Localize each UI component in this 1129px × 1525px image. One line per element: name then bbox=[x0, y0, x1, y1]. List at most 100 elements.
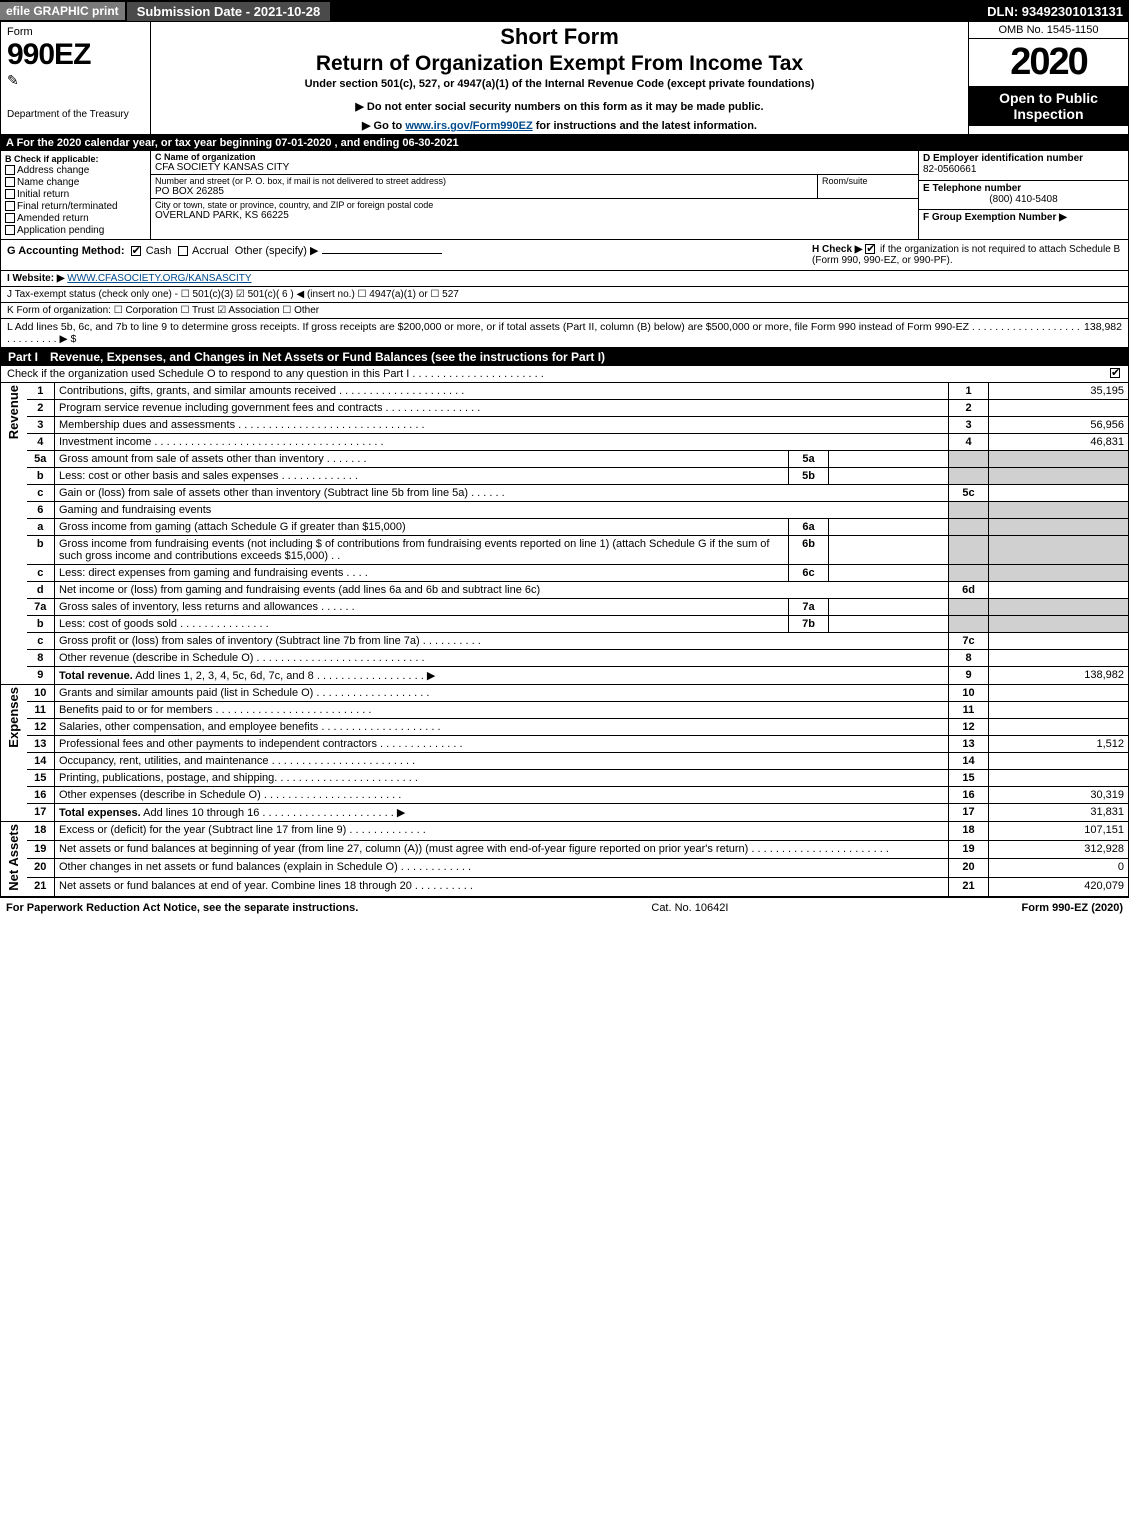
line-desc: Printing, publications, postage, and shi… bbox=[55, 770, 949, 787]
col-num-grey bbox=[949, 519, 989, 536]
line-row: 7aGross sales of inventory, less returns… bbox=[1, 599, 1129, 616]
row-k-org-form: K Form of organization: ☐ Corporation ☐ … bbox=[0, 303, 1129, 319]
subline-num: 7b bbox=[789, 616, 829, 633]
line-number: 17 bbox=[27, 804, 55, 822]
col-val bbox=[989, 582, 1129, 599]
line-desc: Gross income from fundraising events (no… bbox=[55, 536, 789, 565]
col-num: 20 bbox=[949, 859, 989, 878]
line-number: 12 bbox=[27, 719, 55, 736]
line-row: cLess: direct expenses from gaming and f… bbox=[1, 565, 1129, 582]
goto-suffix: for instructions and the latest informat… bbox=[533, 120, 757, 132]
line-number: 7a bbox=[27, 599, 55, 616]
city-state-zip: OVERLAND PARK, KS 66225 bbox=[155, 210, 914, 221]
col-val-grey bbox=[989, 599, 1129, 616]
omb-number: OMB No. 1545-1150 bbox=[969, 22, 1128, 39]
line-row: Net Assets18Excess or (deficit) for the … bbox=[1, 822, 1129, 840]
goto-prefix: ▶ Go to bbox=[362, 120, 405, 132]
chk-cash[interactable] bbox=[131, 246, 141, 256]
line-row: 21Net assets or fund balances at end of … bbox=[1, 878, 1129, 897]
form-subtitle-3: ▶ Go to www.irs.gov/Form990EZ for instru… bbox=[362, 119, 757, 132]
subline-val bbox=[829, 468, 949, 485]
chk-application-pending[interactable] bbox=[5, 225, 15, 235]
col-num: 15 bbox=[949, 770, 989, 787]
col-val: 35,195 bbox=[989, 383, 1129, 400]
acct-method-label: G Accounting Method: bbox=[7, 245, 125, 257]
website-label: I Website: ▶ bbox=[7, 273, 65, 284]
line-desc: Total revenue. Add lines 1, 2, 3, 4, 5c,… bbox=[55, 667, 949, 685]
opt-initial-return: Initial return bbox=[17, 189, 69, 200]
line-row: 19Net assets or fund balances at beginni… bbox=[1, 840, 1129, 859]
row-a-tax-year: A For the 2020 calendar year, or tax yea… bbox=[0, 135, 1129, 151]
row-gh: G Accounting Method: Cash Accrual Other … bbox=[0, 240, 1129, 271]
box-def: D Employer identification number 82-0560… bbox=[918, 151, 1128, 239]
line-row: cGross profit or (loss) from sales of in… bbox=[1, 633, 1129, 650]
line-number: 3 bbox=[27, 417, 55, 434]
col-val: 107,151 bbox=[989, 822, 1129, 840]
subline-num: 5a bbox=[789, 451, 829, 468]
footer-form-ref: Form 990-EZ (2020) bbox=[1022, 902, 1123, 914]
col-num: 17 bbox=[949, 804, 989, 822]
chk-final-return[interactable] bbox=[5, 201, 15, 211]
line-number: 20 bbox=[27, 859, 55, 878]
col-val: 46,831 bbox=[989, 434, 1129, 451]
street-address: PO BOX 26285 bbox=[155, 186, 813, 197]
opt-amended-return: Amended return bbox=[17, 213, 89, 224]
col-num-grey bbox=[949, 565, 989, 582]
line-row: 4Investment income . . . . . . . . . . .… bbox=[1, 434, 1129, 451]
col-val: 312,928 bbox=[989, 840, 1129, 859]
line-desc: Gaming and fundraising events bbox=[55, 502, 949, 519]
col-val bbox=[989, 770, 1129, 787]
col-num: 8 bbox=[949, 650, 989, 667]
line-number: b bbox=[27, 616, 55, 633]
line-row: bLess: cost of goods sold . . . . . . . … bbox=[1, 616, 1129, 633]
form-title: Return of Organization Exempt From Incom… bbox=[316, 52, 803, 76]
h-label: H Check ▶ bbox=[812, 244, 862, 255]
box-c: C Name of organization CFA SOCIETY KANSA… bbox=[151, 151, 918, 239]
col-val-grey bbox=[989, 468, 1129, 485]
chk-name-change[interactable] bbox=[5, 177, 15, 187]
short-form-label: Short Form bbox=[500, 24, 619, 50]
opt-other: Other (specify) ▶ bbox=[235, 245, 319, 257]
line-number: 16 bbox=[27, 787, 55, 804]
col-val-grey bbox=[989, 565, 1129, 582]
line-desc: Gain or (loss) from sale of assets other… bbox=[55, 485, 949, 502]
subline-num: 5b bbox=[789, 468, 829, 485]
subline-num: 6a bbox=[789, 519, 829, 536]
chk-initial-return[interactable] bbox=[5, 189, 15, 199]
subline-num: 6b bbox=[789, 536, 829, 565]
net-assets-table: Net Assets18Excess or (deficit) for the … bbox=[0, 822, 1129, 897]
chk-amended-return[interactable] bbox=[5, 213, 15, 223]
line-row: 3Membership dues and assessments . . . .… bbox=[1, 417, 1129, 434]
col-num: 18 bbox=[949, 822, 989, 840]
chk-schedule-o[interactable] bbox=[1110, 368, 1120, 378]
line-number: a bbox=[27, 519, 55, 536]
chk-schedule-b[interactable] bbox=[865, 244, 875, 254]
row-l-value: 138,982 bbox=[1084, 321, 1122, 345]
line-desc: Salaries, other compensation, and employ… bbox=[55, 719, 949, 736]
line-row: 20Other changes in net assets or fund ba… bbox=[1, 859, 1129, 878]
chk-address-change[interactable] bbox=[5, 165, 15, 175]
col-num: 11 bbox=[949, 702, 989, 719]
subline-num: 6c bbox=[789, 565, 829, 582]
chk-accrual[interactable] bbox=[178, 246, 188, 256]
efile-label[interactable]: efile GRAPHIC print bbox=[0, 2, 125, 20]
col-val: 0 bbox=[989, 859, 1129, 878]
col-num: 1 bbox=[949, 383, 989, 400]
line-desc: Grants and similar amounts paid (list in… bbox=[55, 685, 949, 702]
line-number: 21 bbox=[27, 878, 55, 897]
department: Department of the Treasury bbox=[7, 109, 144, 120]
opt-cash: Cash bbox=[146, 245, 172, 257]
irs-link[interactable]: www.irs.gov/Form990EZ bbox=[405, 120, 532, 132]
col-val: 138,982 bbox=[989, 667, 1129, 685]
col-val: 56,956 bbox=[989, 417, 1129, 434]
form-subtitle-2: ▶ Do not enter social security numbers o… bbox=[355, 100, 763, 113]
line-row: 5aGross amount from sale of assets other… bbox=[1, 451, 1129, 468]
line-number: c bbox=[27, 485, 55, 502]
subline-val bbox=[829, 599, 949, 616]
line-row: bLess: cost or other basis and sales exp… bbox=[1, 468, 1129, 485]
col-val-grey bbox=[989, 536, 1129, 565]
line-desc: Gross profit or (loss) from sales of inv… bbox=[55, 633, 949, 650]
line-number: 6 bbox=[27, 502, 55, 519]
website-link[interactable]: WWW.CFASOCIETY.ORG/KANSASCITY bbox=[67, 273, 251, 284]
footer-cat-no: Cat. No. 10642I bbox=[358, 902, 1021, 914]
